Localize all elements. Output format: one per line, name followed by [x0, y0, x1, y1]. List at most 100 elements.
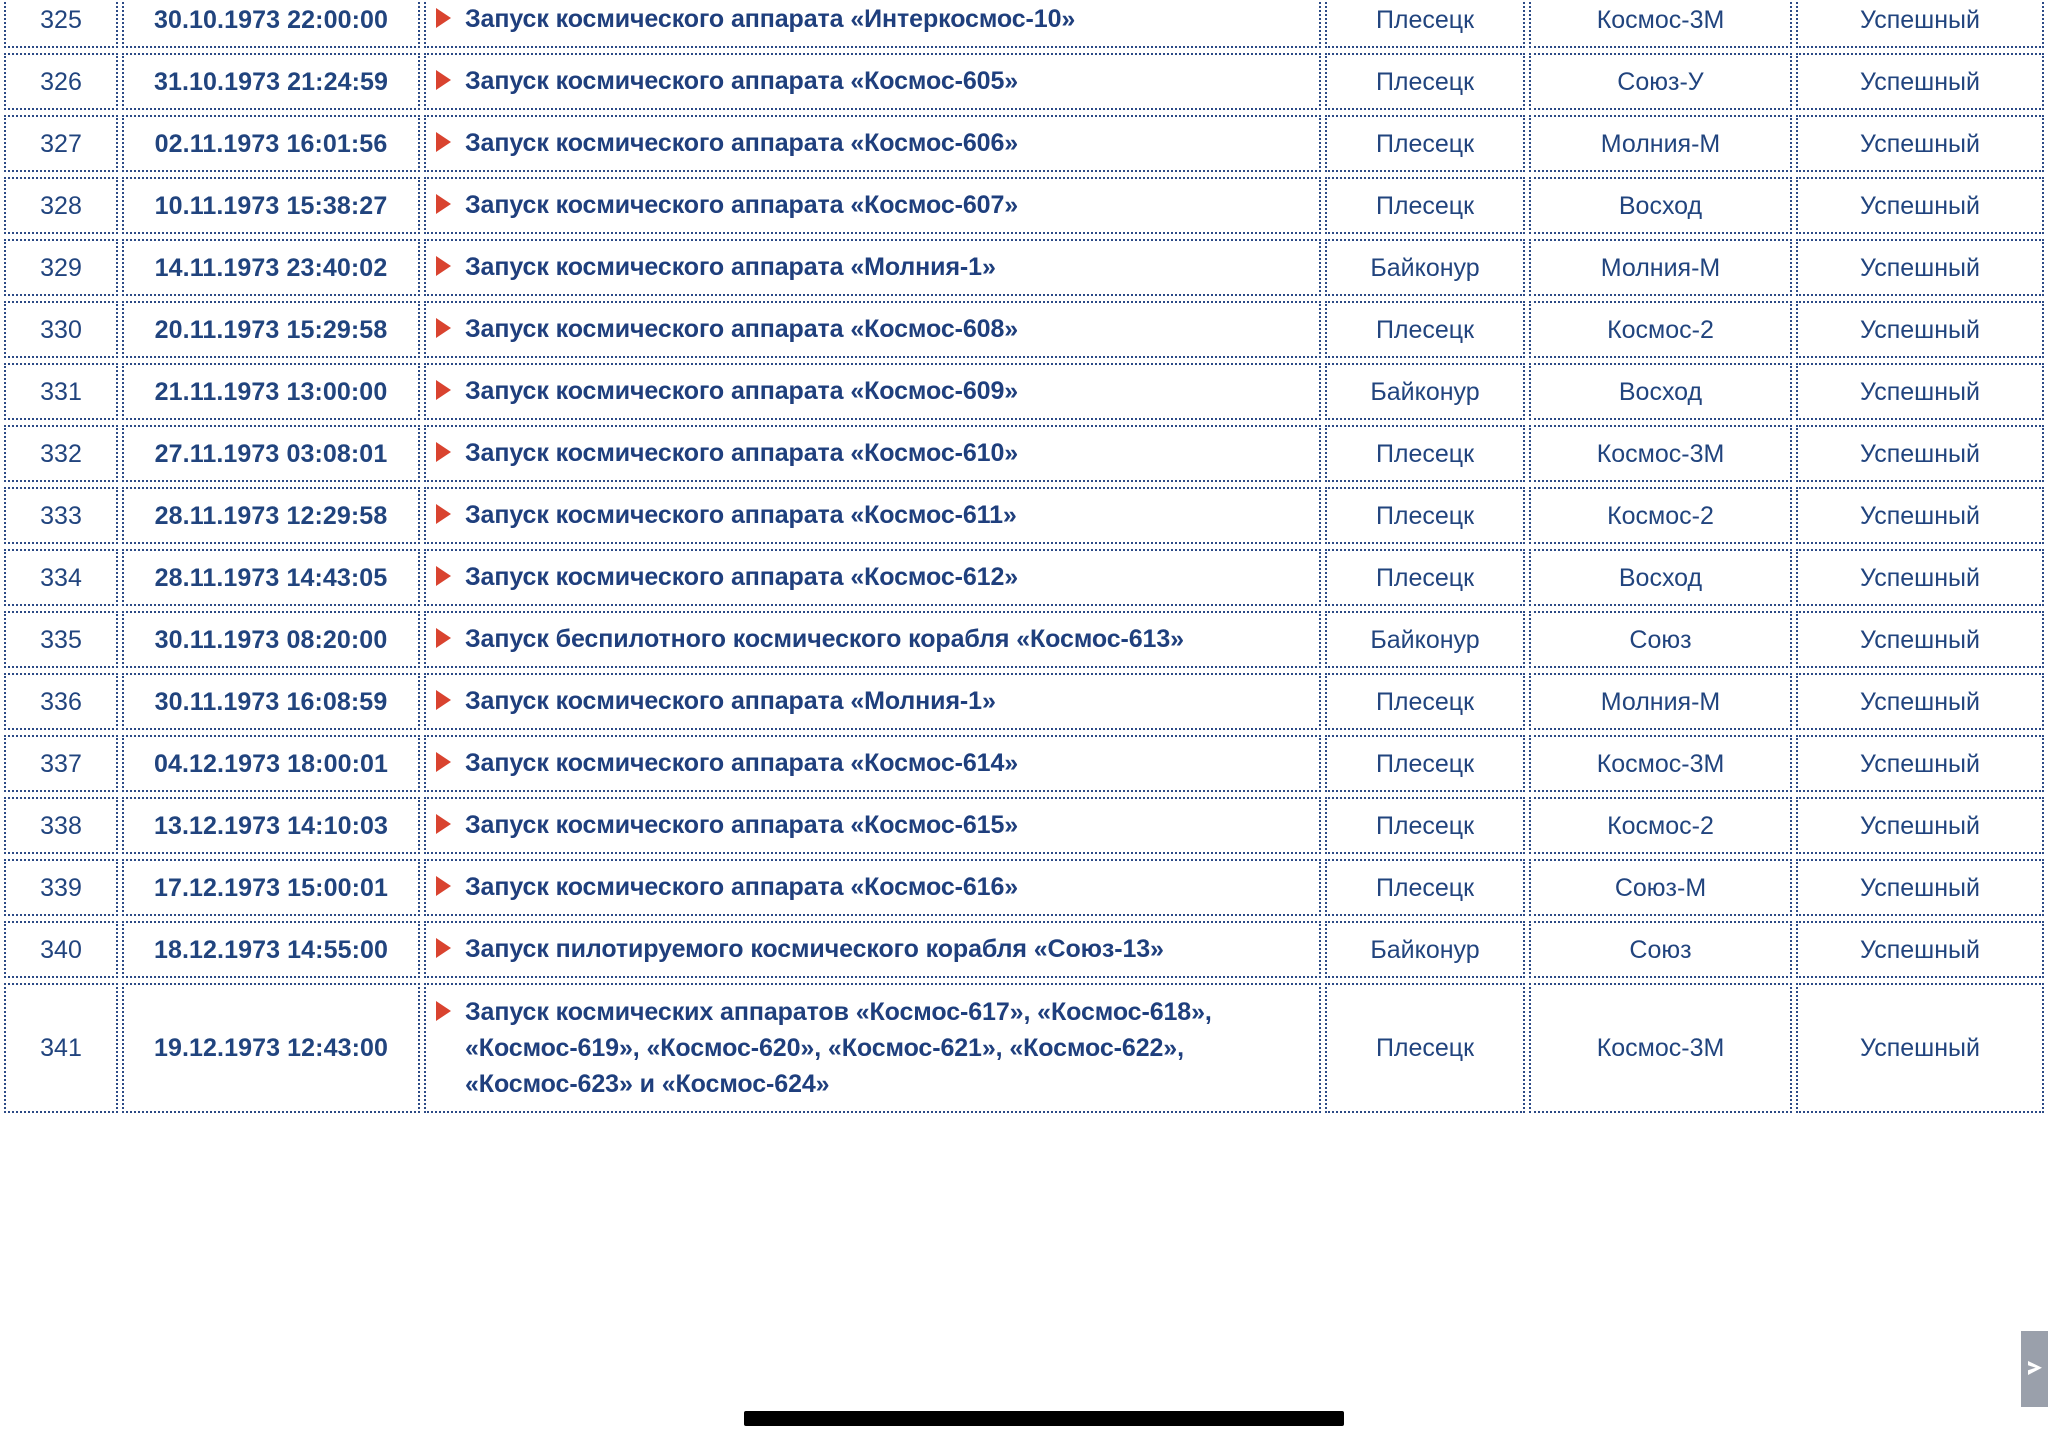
table-row[interactable]: 337 04.12.1973 18:00:01 Запуск космическог… [4, 735, 2044, 792]
event-label: Запуск космического аппарата «Интеркосмо… [465, 5, 1076, 34]
table-row[interactable]: 332 27.11.1973 03:08:01 Запуск космическог… [4, 425, 2044, 482]
event-label: Запуск космического аппарата «Космос-609… [465, 377, 1019, 406]
event-description-cell[interactable]: Запуск пилотируемого космического корабл… [424, 921, 1321, 978]
launch-vehicle-cell: Молния-М [1529, 673, 1792, 730]
launch-site-cell: Байконур [1325, 611, 1525, 668]
launch-vehicle-cell: Восход [1529, 177, 1792, 234]
triangle-right-bullet-icon [436, 256, 451, 277]
table-row[interactable]: 330 20.11.1973 15:29:58 Запуск космическог… [4, 301, 2044, 358]
event-description-cell[interactable]: Запуск космического аппарата «Космос-608… [424, 301, 1321, 358]
launch-datetime-cell: 02.11.1973 16:01:56 [122, 115, 420, 172]
event-description-cell[interactable]: Запуск космического аппарата «Космос-615… [424, 797, 1321, 854]
event-description-cell[interactable]: Запуск космического аппарата «Молния-1» [424, 673, 1321, 730]
event-row-content: Запуск космического аппарата «Космос-608… [436, 305, 1309, 353]
table-row[interactable]: 329 14.11.1973 23:40:02 Запуск космическог… [4, 239, 2044, 296]
event-description-cell[interactable]: Запуск космического аппарата «Молния-1» [424, 239, 1321, 296]
row-number-cell: 338 [4, 797, 118, 854]
table-row[interactable]: 334 28.11.1973 14:43:05 Запуск космическог… [4, 549, 2044, 606]
event-row-content: Запуск космического аппарата «Молния-1» [436, 677, 1309, 725]
launch-datetime-cell: 31.10.1973 21:24:59 [122, 53, 420, 110]
launch-result-cell: Успешный [1796, 983, 2044, 1113]
triangle-right-bullet-icon [436, 504, 451, 525]
event-description-cell[interactable]: Запуск космического аппарата «Космос-616… [424, 859, 1321, 916]
event-description-cell[interactable]: Запуск космического аппарата «Космос-607… [424, 177, 1321, 234]
event-label: Запуск космического аппарата «Космос-605… [465, 67, 1019, 96]
table-row[interactable]: 327 02.11.1973 16:01:56 Запуск космическог… [4, 115, 2044, 172]
event-description-cell[interactable]: Запуск беспилотного космического корабля… [424, 611, 1321, 668]
vertical-scrollbar-thumb[interactable] [2021, 1331, 2048, 1407]
table-row[interactable]: 339 17.12.1973 15:00:01 Запуск космическог… [4, 859, 2044, 916]
launch-result-cell: Успешный [1796, 363, 2044, 420]
launch-vehicle-cell: Космос-3М [1529, 0, 1792, 48]
launch-result-cell: Успешный [1796, 859, 2044, 916]
triangle-right-bullet-icon [436, 752, 451, 773]
row-number-cell: 331 [4, 363, 118, 420]
launch-datetime-cell: 17.12.1973 15:00:01 [122, 859, 420, 916]
event-description-cell[interactable]: Запуск космического аппарата «Космос-610… [424, 425, 1321, 482]
launch-site-cell: Плесецк [1325, 177, 1525, 234]
launch-site-cell: Плесецк [1325, 859, 1525, 916]
event-description-cell[interactable]: Запуск космического аппарата «Космос-614… [424, 735, 1321, 792]
launch-result-cell: Успешный [1796, 0, 2044, 48]
event-description-cell[interactable]: Запуск космических аппаратов «Космос-617… [424, 983, 1321, 1113]
event-description-cell[interactable]: Запуск космического аппарата «Космос-611… [424, 487, 1321, 544]
event-description-cell[interactable]: Запуск космического аппарата «Космос-612… [424, 549, 1321, 606]
launch-site-cell: Плесецк [1325, 0, 1525, 48]
row-number-cell: 334 [4, 549, 118, 606]
table-row[interactable]: 335 30.11.1973 08:20:00 Запуск беспилотног… [4, 611, 2044, 668]
launch-result-cell: Успешный [1796, 115, 2044, 172]
table-row[interactable]: 336 30.11.1973 16:08:59 Запуск космическог… [4, 673, 2044, 730]
event-row-content: Запуск космического аппарата «Интеркосмо… [436, 0, 1309, 44]
launch-datetime-cell: 20.11.1973 15:29:58 [122, 301, 420, 358]
launch-result-cell: Успешный [1796, 549, 2044, 606]
triangle-right-bullet-icon [436, 690, 451, 711]
launch-site-cell: Плесецк [1325, 983, 1525, 1113]
event-label: Запуск космического аппарата «Космос-606… [465, 129, 1019, 158]
table-row[interactable]: 326 31.10.1973 21:24:59 Запуск космическог… [4, 53, 2044, 110]
launch-result-cell: Успешный [1796, 611, 2044, 668]
event-description-cell[interactable]: Запуск космического аппарата «Космос-605… [424, 53, 1321, 110]
launch-site-cell: Плесецк [1325, 549, 1525, 606]
event-row-content: Запуск беспилотного космического корабля… [436, 615, 1309, 663]
launch-result-cell: Успешный [1796, 301, 2044, 358]
launch-datetime-cell: 27.11.1973 03:08:01 [122, 425, 420, 482]
table-row[interactable]: 341 19.12.1973 12:43:00 Запуск космических… [4, 983, 2044, 1113]
table-row[interactable]: 340 18.12.1973 14:55:00 Запуск пилотируемо… [4, 921, 2044, 978]
launch-vehicle-cell: Союз-М [1529, 859, 1792, 916]
row-number-cell: 341 [4, 983, 118, 1113]
table-row[interactable]: 325 30.10.1973 22:00:00 Запуск космическог… [4, 0, 2044, 48]
event-row-content: Запуск космического аппарата «Молния-1» [436, 243, 1309, 291]
launch-site-cell: Плесецк [1325, 487, 1525, 544]
table-row[interactable]: 333 28.11.1973 12:29:58 Запуск космическог… [4, 487, 2044, 544]
event-label: Запуск космического аппарата «Космос-615… [465, 811, 1019, 840]
table-row[interactable]: 328 10.11.1973 15:38:27 Запуск космическог… [4, 177, 2044, 234]
row-number-cell: 329 [4, 239, 118, 296]
table-row[interactable]: 338 13.12.1973 14:10:03 Запуск космическог… [4, 797, 2044, 854]
event-description-cell[interactable]: Запуск космического аппарата «Космос-606… [424, 115, 1321, 172]
horizontal-scrollbar[interactable] [744, 1411, 1344, 1426]
event-label: Запуск космического аппарата «Космос-616… [465, 873, 1019, 902]
event-label: Запуск космического аппарата «Космос-607… [465, 191, 1019, 220]
launch-result-cell: Успешный [1796, 921, 2044, 978]
event-label: Запуск космического аппарата «Молния-1» [465, 687, 996, 716]
launch-result-cell: Успешный [1796, 239, 2044, 296]
launch-datetime-cell: 10.11.1973 15:38:27 [122, 177, 420, 234]
event-label: Запуск космического аппарата «Космос-610… [465, 439, 1019, 468]
event-description-cell[interactable]: Запуск космического аппарата «Космос-609… [424, 363, 1321, 420]
launch-datetime-cell: 28.11.1973 14:43:05 [122, 549, 420, 606]
launch-result-cell: Успешный [1796, 673, 2044, 730]
triangle-right-bullet-icon [436, 194, 451, 215]
launch-datetime-cell: 13.12.1973 14:10:03 [122, 797, 420, 854]
launch-vehicle-cell: Космос-2 [1529, 487, 1792, 544]
launch-vehicle-cell: Космос-2 [1529, 797, 1792, 854]
table-row[interactable]: 331 21.11.1973 13:00:00 Запуск космическог… [4, 363, 2044, 420]
event-description-cell[interactable]: Запуск космического аппарата «Интеркосмо… [424, 0, 1321, 48]
launch-vehicle-cell: Союз-У [1529, 53, 1792, 110]
event-row-content: Запуск космического аппарата «Космос-616… [436, 863, 1309, 911]
launch-site-cell: Плесецк [1325, 673, 1525, 730]
triangle-right-bullet-icon [436, 876, 451, 897]
launch-vehicle-cell: Восход [1529, 549, 1792, 606]
event-row-content: Запуск космического аппарата «Космос-607… [436, 181, 1309, 229]
